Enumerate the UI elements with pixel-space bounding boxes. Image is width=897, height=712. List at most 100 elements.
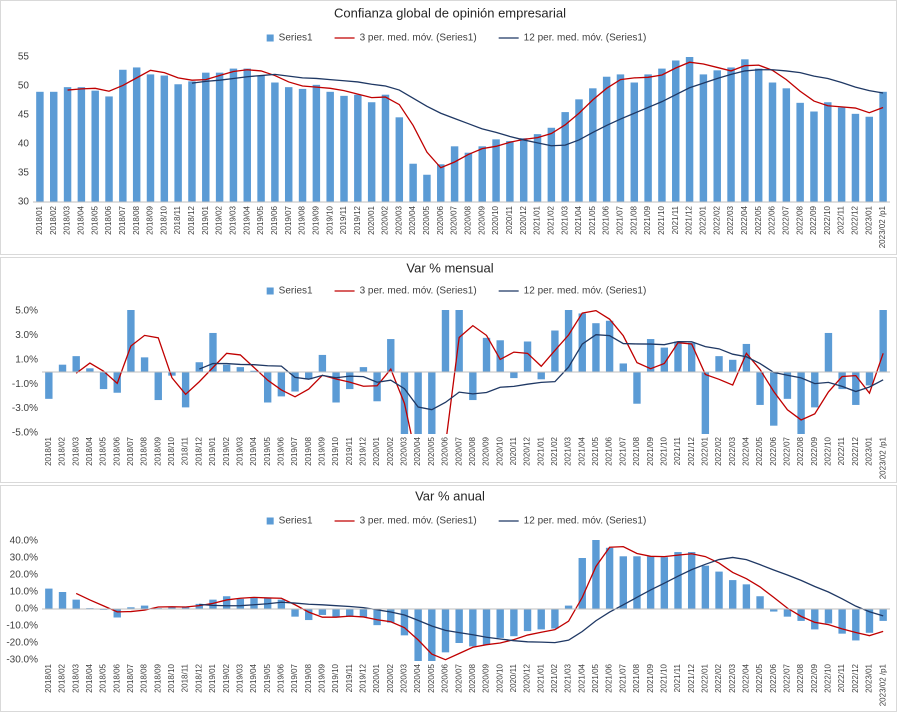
- bar: [423, 174, 431, 202]
- bar: [277, 372, 286, 397]
- y-tick-label: -20.0%: [6, 638, 38, 649]
- bar: [824, 102, 832, 202]
- bar: [312, 84, 321, 202]
- bar: [811, 609, 819, 630]
- x-tick-label: 2022/02: [712, 205, 721, 234]
- x-tick-label: 2021/07: [618, 436, 627, 465]
- bar: [482, 609, 491, 645]
- bar: [332, 372, 340, 403]
- bar: [523, 609, 532, 632]
- bar: [699, 74, 708, 202]
- x-tick-label: 2022/11: [837, 663, 846, 692]
- bar: [782, 88, 791, 202]
- bar: [492, 139, 500, 202]
- x-tick-label: 2021/02: [546, 205, 555, 234]
- bar: [619, 363, 627, 372]
- bar: [824, 609, 833, 624]
- x-tick-label: 2020/11: [505, 205, 514, 234]
- bar: [181, 372, 190, 408]
- line: [199, 334, 884, 411]
- bar: [865, 609, 874, 633]
- x-tick-label: 2022/09: [810, 663, 819, 692]
- bar: [644, 74, 652, 202]
- bar: [367, 102, 376, 202]
- bar: [616, 74, 625, 202]
- x-tick-label: 2019/12: [359, 663, 368, 692]
- x-tick-label: 2020/02: [386, 436, 395, 465]
- x-tick-label: 2018/03: [71, 663, 80, 692]
- x-tick-label: 2022/12: [851, 205, 860, 234]
- x-tick-label: 2019/11: [345, 663, 354, 692]
- x-tick-label: 2018/01: [35, 205, 44, 234]
- x-tick-label: 2022/04: [741, 663, 750, 692]
- bar: [195, 603, 203, 609]
- bar: [469, 372, 477, 401]
- x-tick-label: 2018/06: [112, 436, 121, 465]
- bar: [77, 87, 86, 202]
- bar: [140, 605, 149, 609]
- legend-swatch: [266, 34, 274, 42]
- y-tick-label: 30.0%: [10, 553, 38, 564]
- bar: [359, 609, 368, 618]
- bar: [209, 332, 217, 372]
- bar: [359, 367, 368, 372]
- x-tick-label: 2018/09: [146, 205, 155, 234]
- bar: [547, 127, 556, 202]
- bar: [414, 372, 422, 434]
- bar: [811, 372, 819, 408]
- x-tick-label: 2021/05: [591, 663, 600, 692]
- bar: [441, 310, 450, 372]
- x-tick-label: 2018/09: [153, 436, 162, 465]
- bar: [140, 357, 149, 372]
- bar: [428, 372, 436, 434]
- x-tick-label: 2020/08: [468, 436, 477, 465]
- x-tick-label: 2020/10: [491, 205, 500, 234]
- x-tick-label: 2021/07: [616, 205, 625, 234]
- x-tick-label: 2022/02: [714, 436, 723, 465]
- x-tick-label: 2019/10: [331, 663, 340, 692]
- bar: [284, 87, 293, 202]
- x-tick-label: 2020/03: [394, 205, 403, 234]
- x-tick-label: 2018/12: [187, 205, 196, 234]
- legend-label: 12 per. med. móv. (Series1): [524, 286, 647, 297]
- legend-label: Series1: [279, 286, 313, 297]
- legend-label: 3 per. med. móv. (Series1): [360, 286, 477, 297]
- x-tick-label: 2021/05: [588, 205, 597, 234]
- x-tick-label: 2019/03: [235, 436, 244, 465]
- bar: [575, 99, 583, 202]
- y-tick-label: 5.0%: [15, 306, 38, 317]
- bar: [428, 609, 436, 661]
- x-tick-label: 2020/12: [523, 663, 532, 692]
- x-tick-label: 2021/06: [605, 436, 614, 465]
- bar: [209, 599, 217, 609]
- bar: [202, 72, 210, 202]
- bar: [236, 367, 245, 372]
- x-tick-label: 2021/11: [673, 436, 682, 465]
- x-tick-label: 2018/01: [44, 436, 53, 465]
- bar: [756, 372, 764, 405]
- bar: [715, 356, 723, 372]
- bar: [701, 565, 710, 609]
- x-tick-label: 2022/12: [851, 436, 860, 465]
- x-tick-label: 2020/06: [436, 205, 445, 234]
- bar: [630, 82, 639, 202]
- x-tick-label: 2019/06: [270, 205, 279, 234]
- x-tick-label: 2019/12: [359, 436, 368, 465]
- x-tick-label: 2021/03: [564, 663, 573, 692]
- legend-label: Series1: [279, 33, 313, 44]
- bar: [257, 75, 265, 202]
- bar: [605, 547, 614, 609]
- x-tick-label: 2018/04: [76, 205, 85, 234]
- x-tick-label: 2021/08: [629, 205, 638, 234]
- x-tick-label: 2019/05: [263, 663, 272, 692]
- bar: [229, 68, 238, 202]
- y-tick-label: -3.0%: [12, 403, 38, 414]
- bar: [687, 552, 696, 609]
- x-tick-label: 2018/08: [140, 663, 149, 692]
- x-tick-label: 2019/04: [249, 663, 258, 692]
- bar: [796, 102, 804, 202]
- bar: [537, 609, 545, 630]
- bar: [619, 556, 627, 609]
- x-tick-label: 2022/09: [809, 205, 818, 234]
